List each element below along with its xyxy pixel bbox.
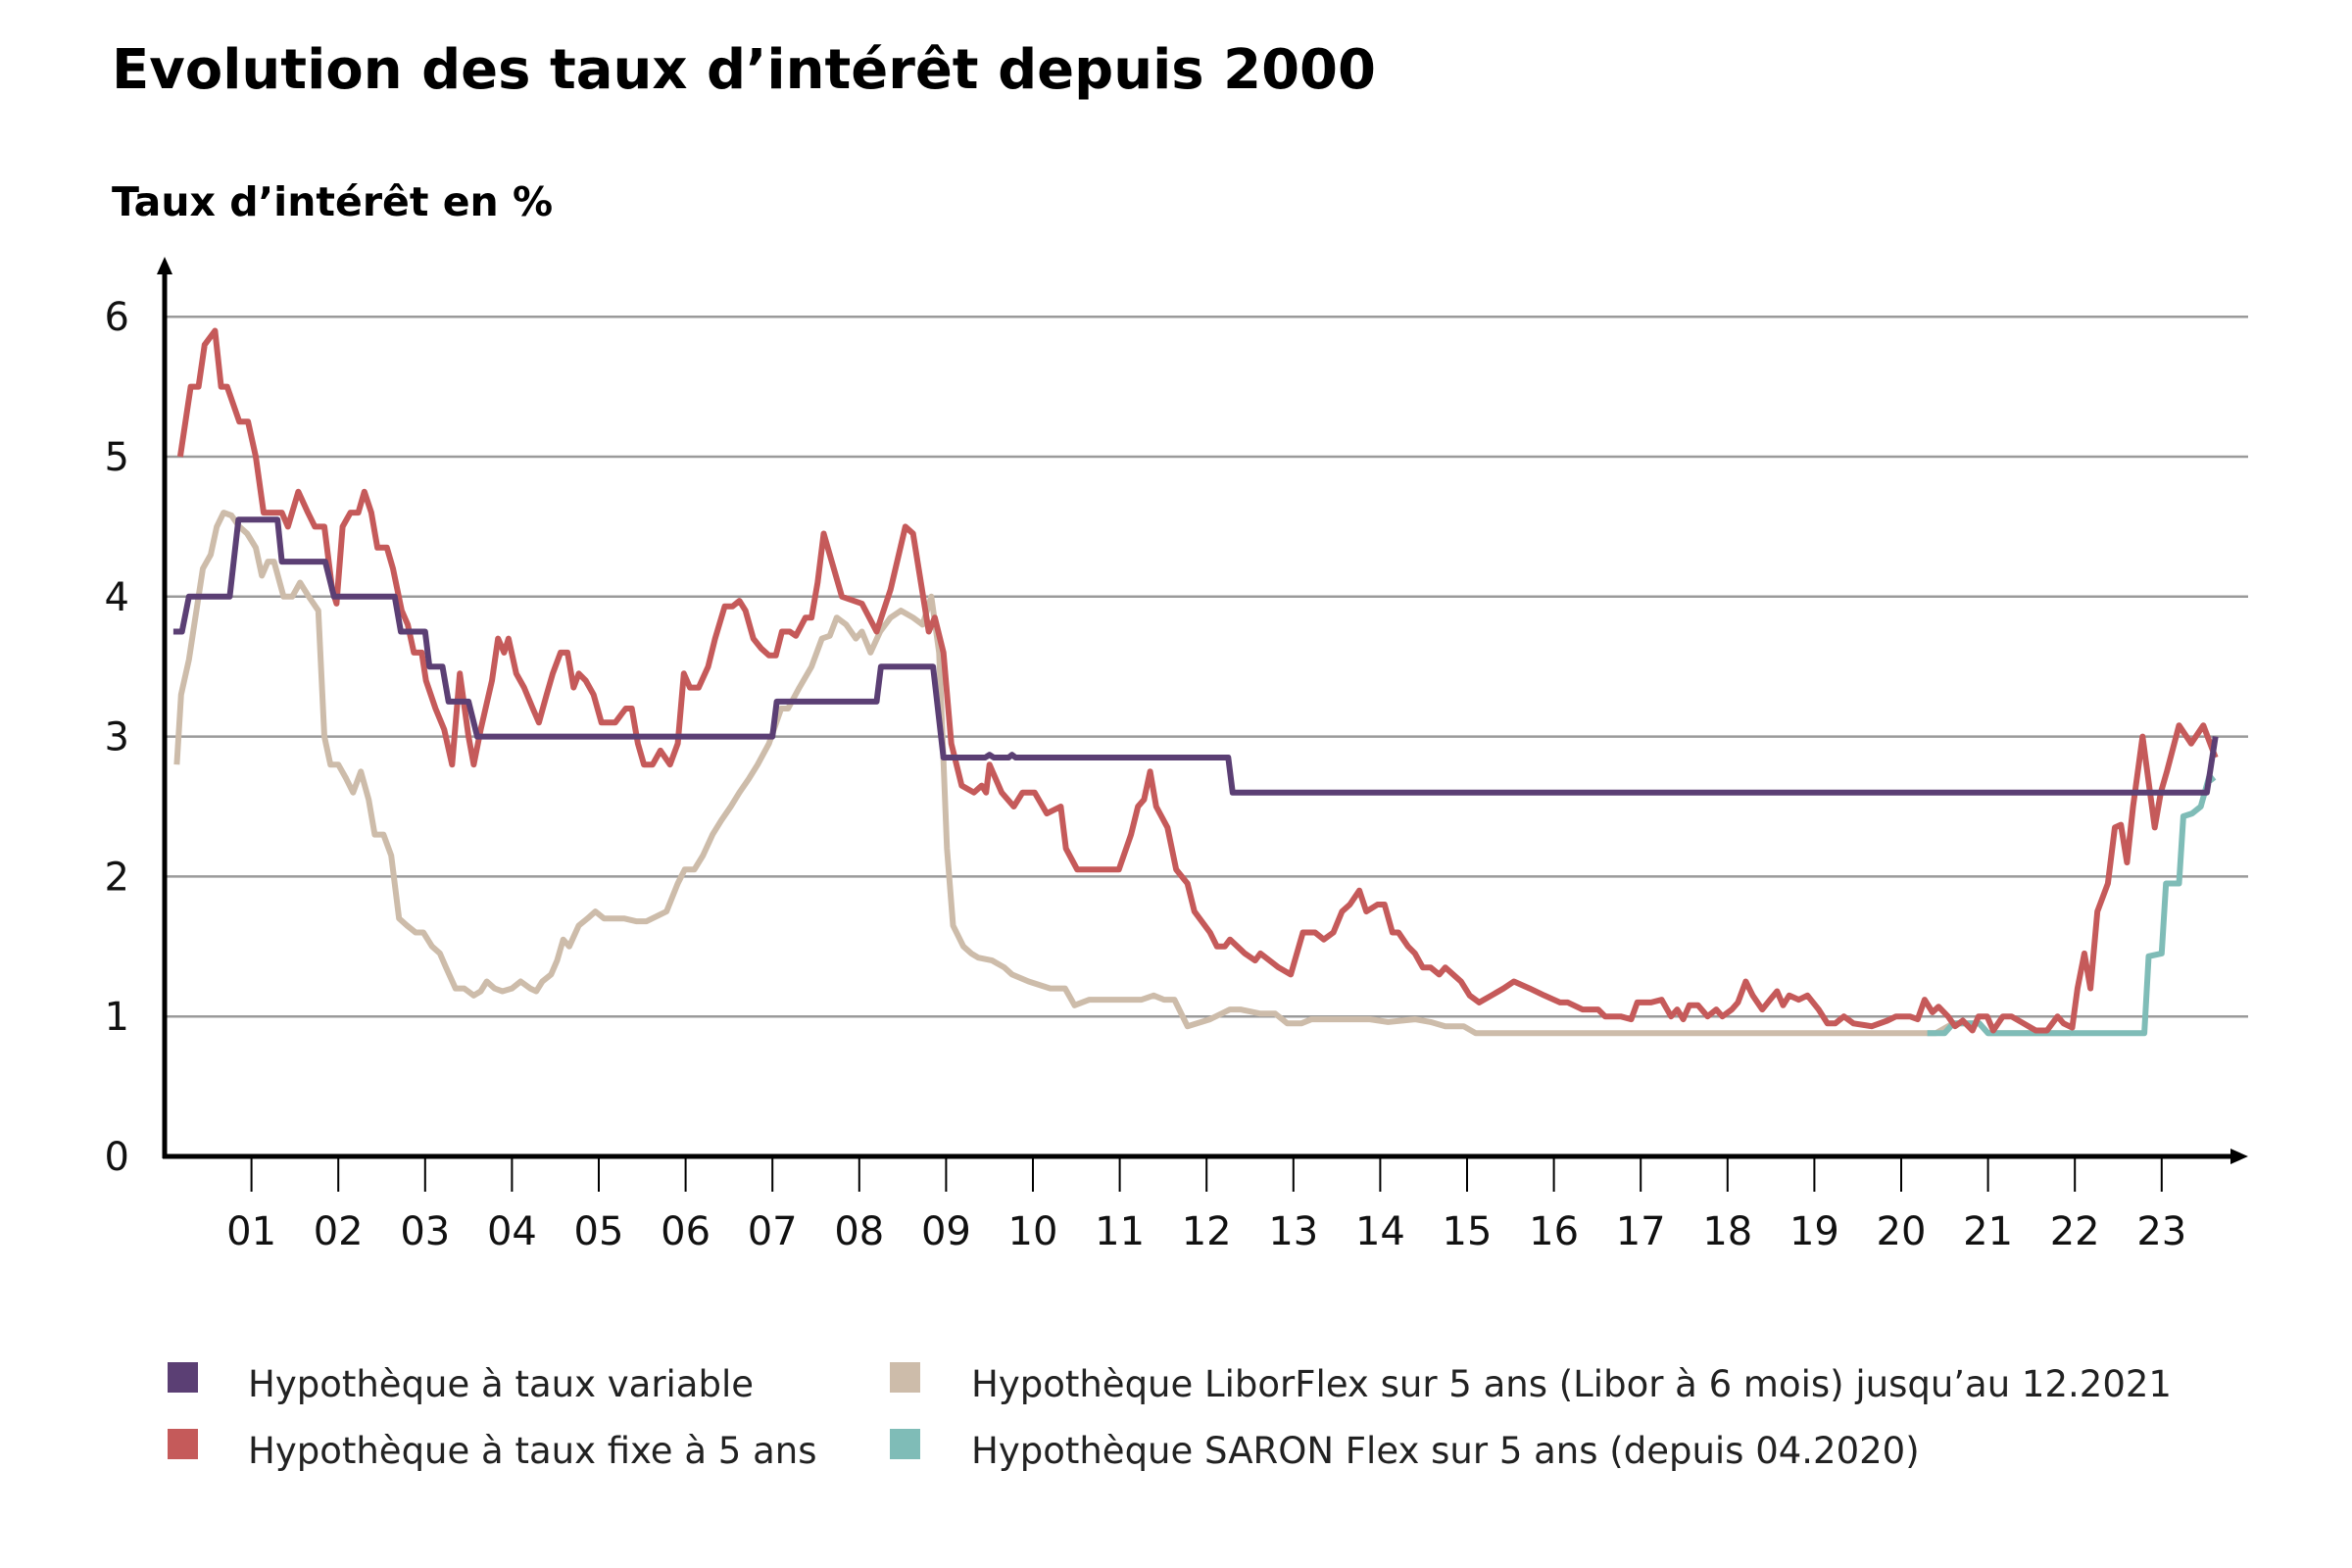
x-tick-label: 09 <box>921 1209 971 1254</box>
legend-swatch-fixed <box>168 1429 198 1459</box>
chart-title: Evolution des taux d’intérêt depuis 2000 <box>112 38 1376 102</box>
x-tick-label: 04 <box>487 1209 537 1254</box>
x-tick-label: 02 <box>314 1209 364 1254</box>
legend-swatch-liborflex <box>890 1362 920 1393</box>
x-tick-label: 16 <box>1529 1209 1579 1254</box>
x-tick-label: 17 <box>1616 1209 1666 1254</box>
series-line-saron <box>1927 772 2217 1037</box>
y-tick-labels: 0 1 2 3 4 5 6 <box>105 295 129 1180</box>
x-tick-label: 19 <box>1789 1209 1839 1254</box>
legend-label-variable: Hypothèque à taux variable <box>248 1363 754 1405</box>
x-tick-label: 07 <box>748 1209 798 1254</box>
x-tick-label: 06 <box>661 1209 710 1254</box>
x-tick-label: 21 <box>1963 1209 2013 1254</box>
legend-swatch-saron <box>890 1429 920 1459</box>
legend-label-fixed: Hypothèque à taux fixe à 5 ans <box>248 1430 816 1472</box>
y-tick-label: 6 <box>105 295 129 340</box>
series-lines <box>172 327 2219 1037</box>
x-tick-labels: 01 02 03 04 05 06 07 08 09 10 11 12 13 14 15 16 17 18 19 20… <box>226 1156 2186 1254</box>
x-tick-label: 20 <box>1877 1209 1927 1254</box>
x-tick-label: 01 <box>226 1209 276 1254</box>
legend-label-saron: Hypothèque SARON Flex sur 5 ans (depuis … <box>971 1430 1920 1472</box>
x-tick-label: 03 <box>400 1209 450 1254</box>
y-axis-label: Taux d’intérêt en % <box>112 178 553 225</box>
y-tick-label: 1 <box>105 995 129 1040</box>
series-line-liborflex <box>173 510 2071 1037</box>
series-line-variable <box>172 516 2219 796</box>
x-tick-label: 05 <box>574 1209 624 1254</box>
y-tick-label: 2 <box>105 855 129 900</box>
x-tick-label: 14 <box>1355 1209 1405 1254</box>
y-tick-label: 4 <box>105 575 129 620</box>
x-tick-label: 23 <box>2136 1209 2186 1254</box>
x-tick-label: 08 <box>834 1209 884 1254</box>
axes <box>157 257 2248 1164</box>
x-tick-label: 22 <box>2050 1209 2100 1254</box>
y-axis-arrow-icon <box>157 257 172 274</box>
legend-swatch-variable <box>168 1362 198 1393</box>
y-tick-label: 0 <box>105 1135 129 1180</box>
legend: Hypothèque à taux variable Hypothèque à … <box>168 1362 2172 1472</box>
x-tick-label: 18 <box>1702 1209 1752 1254</box>
x-tick-label: 12 <box>1182 1209 1232 1254</box>
x-axis-arrow-icon <box>2230 1149 2248 1164</box>
x-tick-label: 11 <box>1095 1209 1145 1254</box>
gridlines <box>165 315 2248 1018</box>
x-tick-label: 13 <box>1268 1209 1318 1254</box>
y-tick-label: 3 <box>105 715 129 760</box>
series-line-fixed <box>176 327 2219 1034</box>
x-tick-label: 10 <box>1008 1209 1058 1254</box>
legend-label-liborflex: Hypothèque LiborFlex sur 5 ans (Libor à … <box>971 1363 2172 1405</box>
y-tick-label: 5 <box>105 435 129 480</box>
x-tick-label: 15 <box>1443 1209 1493 1254</box>
